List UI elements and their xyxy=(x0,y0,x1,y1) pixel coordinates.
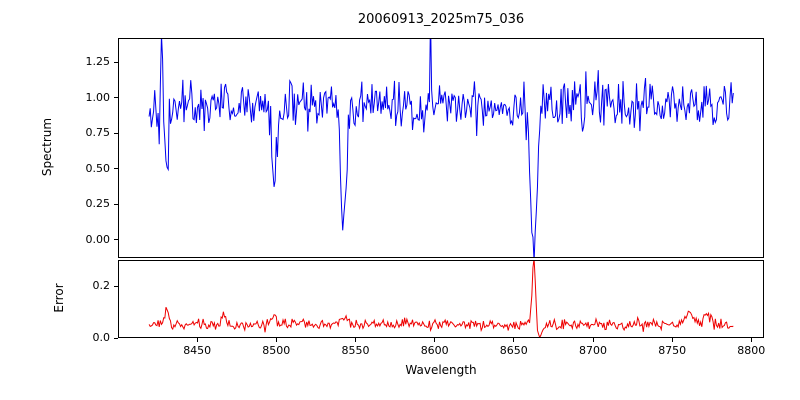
x-tick-label: 8500 xyxy=(262,344,291,357)
x-tick-label: 8750 xyxy=(658,344,687,357)
spectrum-y-tick-label: 0.00 xyxy=(85,232,111,246)
spectrum-axes xyxy=(118,38,764,258)
x-tick-mark xyxy=(750,338,752,342)
spectrum-y-tick-label: 1.00 xyxy=(85,90,111,104)
spectrum-y-tick-label: 0.75 xyxy=(85,126,111,140)
chart-title: 20060913_2025m75_036 xyxy=(357,12,525,27)
x-tick-label: 8650 xyxy=(499,344,528,357)
x-tick-mark xyxy=(671,338,673,342)
error-y-tick-label: 0.0 xyxy=(92,331,111,344)
x-tick-mark xyxy=(196,338,198,342)
x-tick-label: 8550 xyxy=(341,344,370,357)
error-y-tick-mark xyxy=(114,285,118,287)
x-tick-mark xyxy=(275,338,277,342)
spectrum-line-svg xyxy=(148,39,734,257)
x-tick-mark xyxy=(592,338,594,342)
spectrum-y-tick-mark xyxy=(114,168,118,170)
error-y-tick-mark xyxy=(114,337,118,339)
x-tick-label: 8700 xyxy=(579,344,607,357)
error-line xyxy=(148,261,734,337)
spectrum-y-tick-label: 0.25 xyxy=(85,197,111,211)
spectrum-y-tick-mark xyxy=(114,203,118,205)
error-y-axis-label: Error xyxy=(52,283,66,313)
error-axes xyxy=(118,260,764,338)
spectrum-y-tick-mark xyxy=(114,97,118,99)
x-tick-mark xyxy=(434,338,436,342)
spectrum-y-tick-mark xyxy=(114,132,118,134)
spectrum-y-tick-mark xyxy=(114,61,118,63)
spectrum-line xyxy=(148,39,734,257)
error-line-svg xyxy=(148,261,734,337)
spectrum-y-tick-label: 0.50 xyxy=(85,161,111,175)
x-tick-mark xyxy=(355,338,356,342)
x-tick-label: 8800 xyxy=(737,344,766,357)
spectrum-y-axis-label: Spectrum xyxy=(40,117,54,177)
spectrum-y-tick-label: 1.25 xyxy=(85,55,111,69)
x-axis-label: Wavelength xyxy=(405,363,477,377)
spectrum-y-tick-mark xyxy=(114,239,118,240)
x-tick-label: 8450 xyxy=(183,344,212,357)
x-tick-label: 8600 xyxy=(420,344,449,357)
x-tick-mark xyxy=(513,338,515,342)
error-y-tick-label: 0.2 xyxy=(92,279,111,292)
